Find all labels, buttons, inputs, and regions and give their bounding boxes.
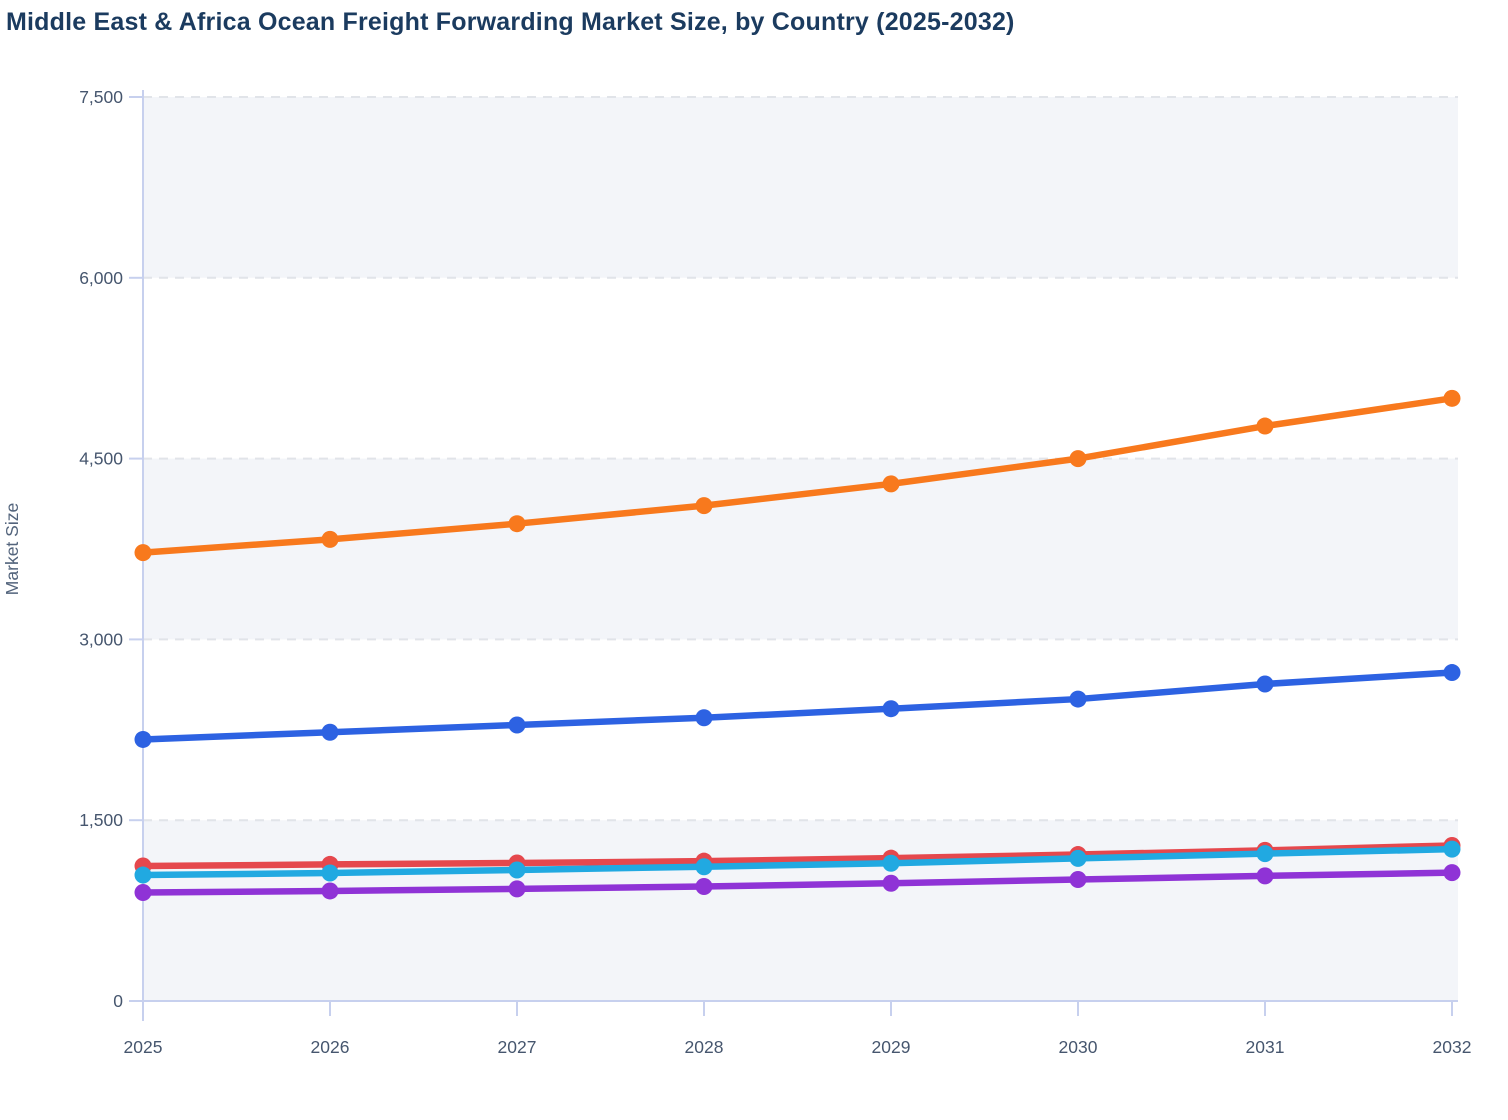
series-orange-point	[695, 497, 713, 515]
x-tick-label: 2031	[1246, 1037, 1285, 1057]
y-tick-label: 7,500	[79, 87, 123, 107]
series-orange-point	[1256, 417, 1274, 435]
series-red-line	[139, 842, 1456, 870]
series-blue-point	[1443, 664, 1461, 682]
series-purple-point	[882, 874, 900, 892]
plot-band	[144, 458, 1458, 640]
chart-title: Middle East & Africa Ocean Freight Forwa…	[6, 8, 1015, 36]
series-orange-point	[882, 475, 900, 493]
series-blue-point	[321, 723, 339, 741]
series-blue-line	[139, 669, 1456, 743]
plot-band	[144, 97, 1458, 278]
series-cyan-point	[1069, 849, 1087, 867]
series-blue-point	[695, 709, 713, 727]
series-purple-point	[134, 884, 152, 902]
series-orange-point	[321, 530, 339, 548]
y-axis-title: Market Size	[2, 503, 22, 595]
series-purple-point	[1069, 871, 1087, 889]
x-tick-label: 2032	[1433, 1037, 1472, 1057]
x-tick-label: 2030	[1059, 1037, 1098, 1057]
series-cyan-point	[508, 861, 526, 879]
x-tick-label: 2029	[872, 1037, 911, 1057]
y-tick-label: 1,500	[79, 810, 123, 830]
series-orange-point	[508, 515, 526, 533]
series-blue-point	[134, 730, 152, 748]
y-tick-label: 4,500	[79, 449, 123, 469]
y-tick-label: 3,000	[79, 629, 123, 649]
series-cyan-line	[139, 845, 1456, 879]
series-blue-point	[508, 716, 526, 734]
y-tick-label: 6,000	[79, 268, 123, 288]
series-blue-point	[882, 700, 900, 718]
series-orange-line	[139, 395, 1456, 556]
series-cyan-point	[134, 866, 152, 884]
series-purple-point	[1256, 867, 1274, 885]
y-tick-label: 0	[113, 991, 123, 1011]
series-cyan-point	[1443, 840, 1461, 858]
series-purple-point	[508, 880, 526, 898]
x-tick-label: 2025	[124, 1037, 163, 1057]
series-purple-point	[695, 877, 713, 895]
series-purple-line	[139, 869, 1456, 896]
series-orange-point	[134, 544, 152, 562]
x-tick-label: 2026	[311, 1037, 350, 1057]
series-purple-point	[321, 882, 339, 900]
series-cyan-point	[321, 864, 339, 882]
series-orange-point	[1069, 450, 1087, 468]
series-cyan-point	[1256, 845, 1274, 863]
series-orange-point	[1443, 389, 1461, 407]
series-cyan-point	[882, 854, 900, 872]
x-tick-label: 2027	[498, 1037, 537, 1057]
series-blue-point	[1069, 690, 1087, 708]
series-purple-point	[1443, 864, 1461, 882]
series-blue-point	[1256, 675, 1274, 693]
x-tick-label: 2028	[685, 1037, 724, 1057]
series-cyan-point	[695, 858, 713, 876]
